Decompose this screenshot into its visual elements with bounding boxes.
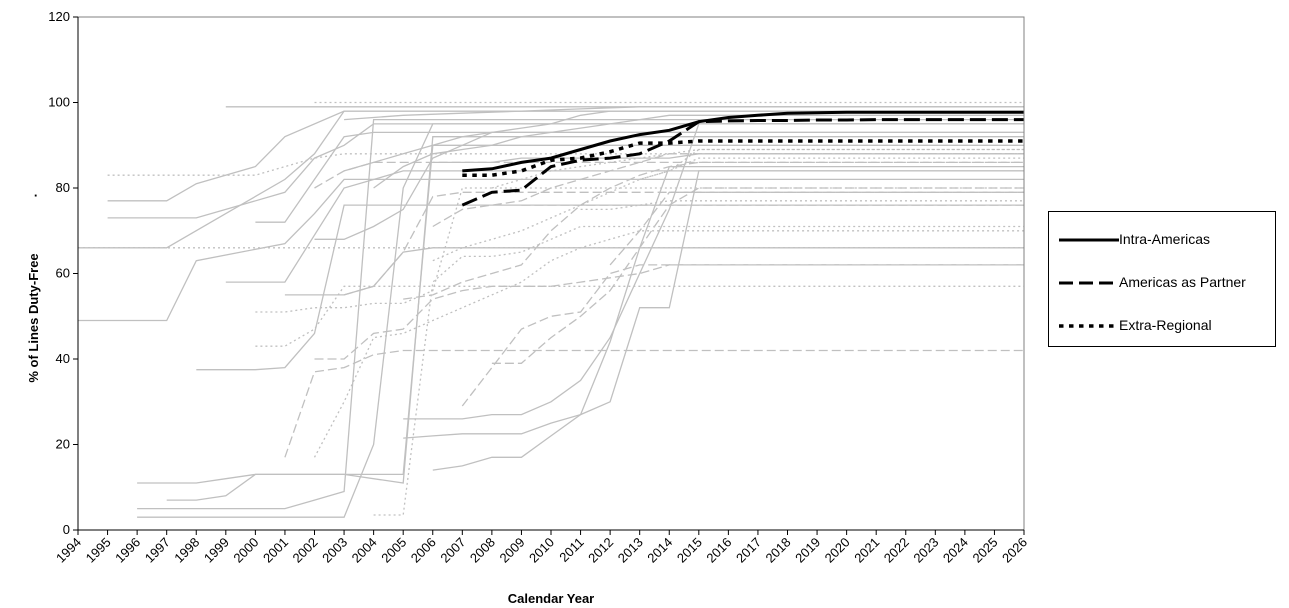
- background-series-line: [343, 110, 1024, 172]
- background-series-line: [255, 131, 1024, 223]
- background-series-line: [343, 191, 1024, 296]
- legend-item-americas-as-partner: Americas as Partner: [1059, 273, 1274, 293]
- x-tick-label: 2016: [703, 535, 734, 566]
- background-series-group: [78, 101, 1024, 518]
- x-tick-label: 2001: [260, 535, 291, 566]
- y-tick-label: 80: [56, 180, 70, 195]
- x-tick-label: 2007: [437, 535, 468, 566]
- x-tick-label: 2021: [851, 535, 882, 566]
- x-tick-label: 2014: [644, 535, 675, 566]
- legend-label: Intra-Americas: [1119, 231, 1211, 247]
- background-series-line: [344, 106, 1024, 121]
- x-tick-label: 2015: [674, 535, 705, 566]
- background-series-line: [313, 230, 1024, 458]
- background-series-line: [403, 165, 1024, 439]
- x-tick-label: 2017: [733, 535, 764, 566]
- x-tick-label: 2010: [526, 535, 557, 566]
- background-series-line: [461, 264, 1024, 407]
- y-tick-label: 60: [56, 266, 70, 281]
- x-tick-label: 2019: [792, 535, 823, 566]
- x-tick-label: 2006: [408, 535, 439, 566]
- background-series-line: [196, 204, 1024, 371]
- legend-item-extra-regional: Extra-Regional: [1059, 316, 1274, 336]
- main-series-group: [461, 110, 1024, 207]
- background-series-line: [373, 114, 1024, 189]
- background-series-line: [491, 187, 1024, 364]
- y-axis-title: % of Lines Duty-Free: [26, 253, 41, 382]
- legend: Intra-Americas Americas as Partner Extra…: [1048, 211, 1276, 347]
- x-tick-label: 2005: [378, 535, 409, 566]
- background-series-line: [432, 153, 1024, 228]
- x-tick-label: 1994: [53, 535, 84, 566]
- x-tick-label: 2002: [290, 535, 321, 566]
- background-series-line: [137, 118, 1024, 510]
- background-series-line: [609, 191, 1024, 266]
- background-series-line: [639, 148, 1024, 181]
- x-tick-label: 2020: [822, 535, 853, 566]
- background-series-line: [107, 110, 1024, 202]
- x-tick-label: 2004: [349, 535, 380, 566]
- background-series-line: [314, 131, 1024, 240]
- background-series-line: [432, 157, 1024, 262]
- background-series-line: [78, 178, 1024, 322]
- x-axis-title: Calendar Year: [508, 591, 594, 606]
- intra-americas-line: [462, 110, 1024, 173]
- x-tick-label: 2008: [467, 535, 498, 566]
- y-tick-label: 40: [56, 351, 70, 366]
- y-tick-label: 100: [48, 95, 70, 110]
- x-tick-label: 2018: [763, 535, 794, 566]
- x-tick-label: 2012: [585, 535, 616, 566]
- x-tick-label: 2009: [497, 535, 528, 566]
- legend-swatch-long-dash: [1059, 281, 1119, 285]
- y-tick-labels: 0 20 40 60 80 100 120: [48, 9, 70, 537]
- background-series-line: [491, 148, 1024, 189]
- x-tick-label: 2022: [881, 535, 912, 566]
- y-tick-label: 0: [63, 522, 70, 537]
- x-tick-label: 2011: [556, 535, 586, 565]
- x-tick-label: 2024: [940, 535, 971, 566]
- background-series-line: [314, 161, 1024, 189]
- y-axis-title-suffix: ·: [34, 188, 38, 203]
- background-series-line: [137, 123, 1024, 518]
- x-tick-label: 2025: [970, 535, 1001, 566]
- x-tick-label: 1996: [112, 535, 143, 566]
- y-tick-label: 20: [56, 437, 70, 452]
- y-tick-label: 120: [48, 9, 70, 24]
- americas-as-partner-line: [461, 118, 1024, 207]
- x-tick-labels: 1994199519961997199819992000200120022003…: [53, 535, 1030, 566]
- background-series-line: [225, 170, 1024, 283]
- extra-regional-line: [462, 139, 1024, 177]
- x-tick-label: 2023: [910, 535, 941, 566]
- x-tick-label: 1999: [201, 535, 232, 566]
- legend-swatch-solid: [1059, 238, 1119, 242]
- background-series-line: [403, 161, 1024, 300]
- x-tick-label: 1998: [171, 535, 202, 566]
- legend-item-intra-americas: Intra-Americas: [1059, 230, 1274, 250]
- legend-swatch-dotted: [1059, 324, 1119, 328]
- legend-label: Americas as Partner: [1119, 274, 1246, 290]
- background-series-line: [284, 349, 1024, 458]
- x-tick-label: 1995: [83, 535, 114, 566]
- background-series-line: [314, 264, 1024, 360]
- x-tick-label: 2013: [615, 535, 646, 566]
- x-tick-label: 2003: [319, 535, 350, 566]
- background-series-line: [107, 123, 1024, 219]
- background-series-line: [403, 123, 1024, 420]
- plot-area-border: [77, 16, 1025, 531]
- x-tick-label: 2000: [230, 535, 261, 566]
- background-series-line: [373, 225, 1024, 516]
- axes: [73, 16, 1025, 535]
- x-tick-label: 1997: [142, 535, 173, 566]
- background-series-line: [255, 187, 1024, 313]
- legend-label: Extra-Regional: [1119, 317, 1212, 333]
- background-series-line: [166, 136, 1024, 501]
- x-tick-label: 2026: [999, 535, 1030, 566]
- background-series-line: [432, 170, 1024, 471]
- background-series-line: [255, 285, 1024, 347]
